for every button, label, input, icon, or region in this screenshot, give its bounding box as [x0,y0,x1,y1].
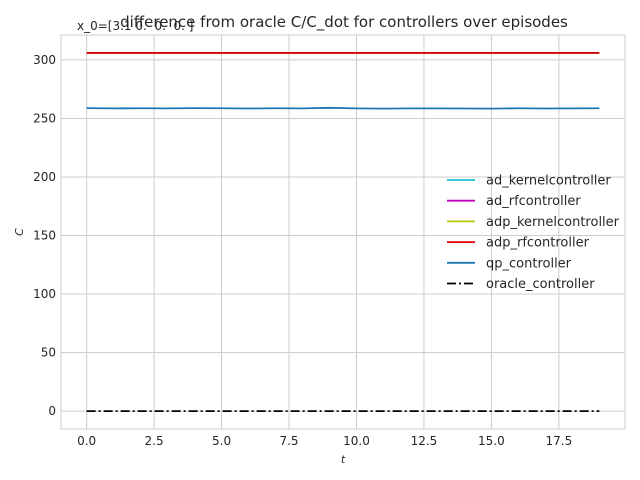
y-tick-label: 50 [41,346,56,360]
y-tick-label: 150 [33,229,56,243]
x-tick-label: 10.0 [343,434,370,448]
legend-label-ad_kernelcontroller: ad_kernelcontroller [486,174,611,189]
plot-area [61,35,625,429]
legend-label-adp_kernelcontroller: adp_kernelcontroller [486,215,620,230]
legend-label-adp_rfcontroller: adp_rfcontroller [486,236,590,251]
x-tick-label: 5.0 [212,434,231,448]
chart-title: difference from oracle C/C_dot for contr… [120,13,568,32]
x-tick-label: 2.5 [145,434,164,448]
legend-label-qp_controller: qp_controller [486,256,572,271]
x-tick-label: 17.5 [546,434,573,448]
x-axis-label: t [341,453,346,466]
y-tick-label: 100 [33,287,56,301]
y-tick-label: 300 [33,53,56,67]
y-axis-label: C [13,228,26,236]
series-line-qp_controller [86,106,600,110]
y-tick-label: 200 [33,170,56,184]
x-tick-label: 15.0 [478,434,505,448]
x-tick-label: 0.0 [77,434,96,448]
chart-subtitle: x_0=[3.1 0. 0. 0. ] [77,19,193,33]
y-tick-label: 0 [48,404,56,418]
series-layer [86,52,600,412]
legend: ad_kernelcontroller ad_rfcontroller adp_ke… [447,174,620,292]
y-tick-label: 250 [33,111,56,125]
x-tick-label: 12.5 [411,434,438,448]
legend-label-ad_rfcontroller: ad_rfcontroller [486,194,581,209]
y-tick-labels: 0 50 100 150 200 250 300 [33,53,56,418]
plot-frame [60,34,626,430]
legend-label-oracle_controller: oracle_controller [486,277,595,292]
x-tick-labels: 0.0 2.5 5.0 7.5 10.0 12.5 15.0 17.5 [77,434,572,448]
x-tick-label: 7.5 [279,434,298,448]
